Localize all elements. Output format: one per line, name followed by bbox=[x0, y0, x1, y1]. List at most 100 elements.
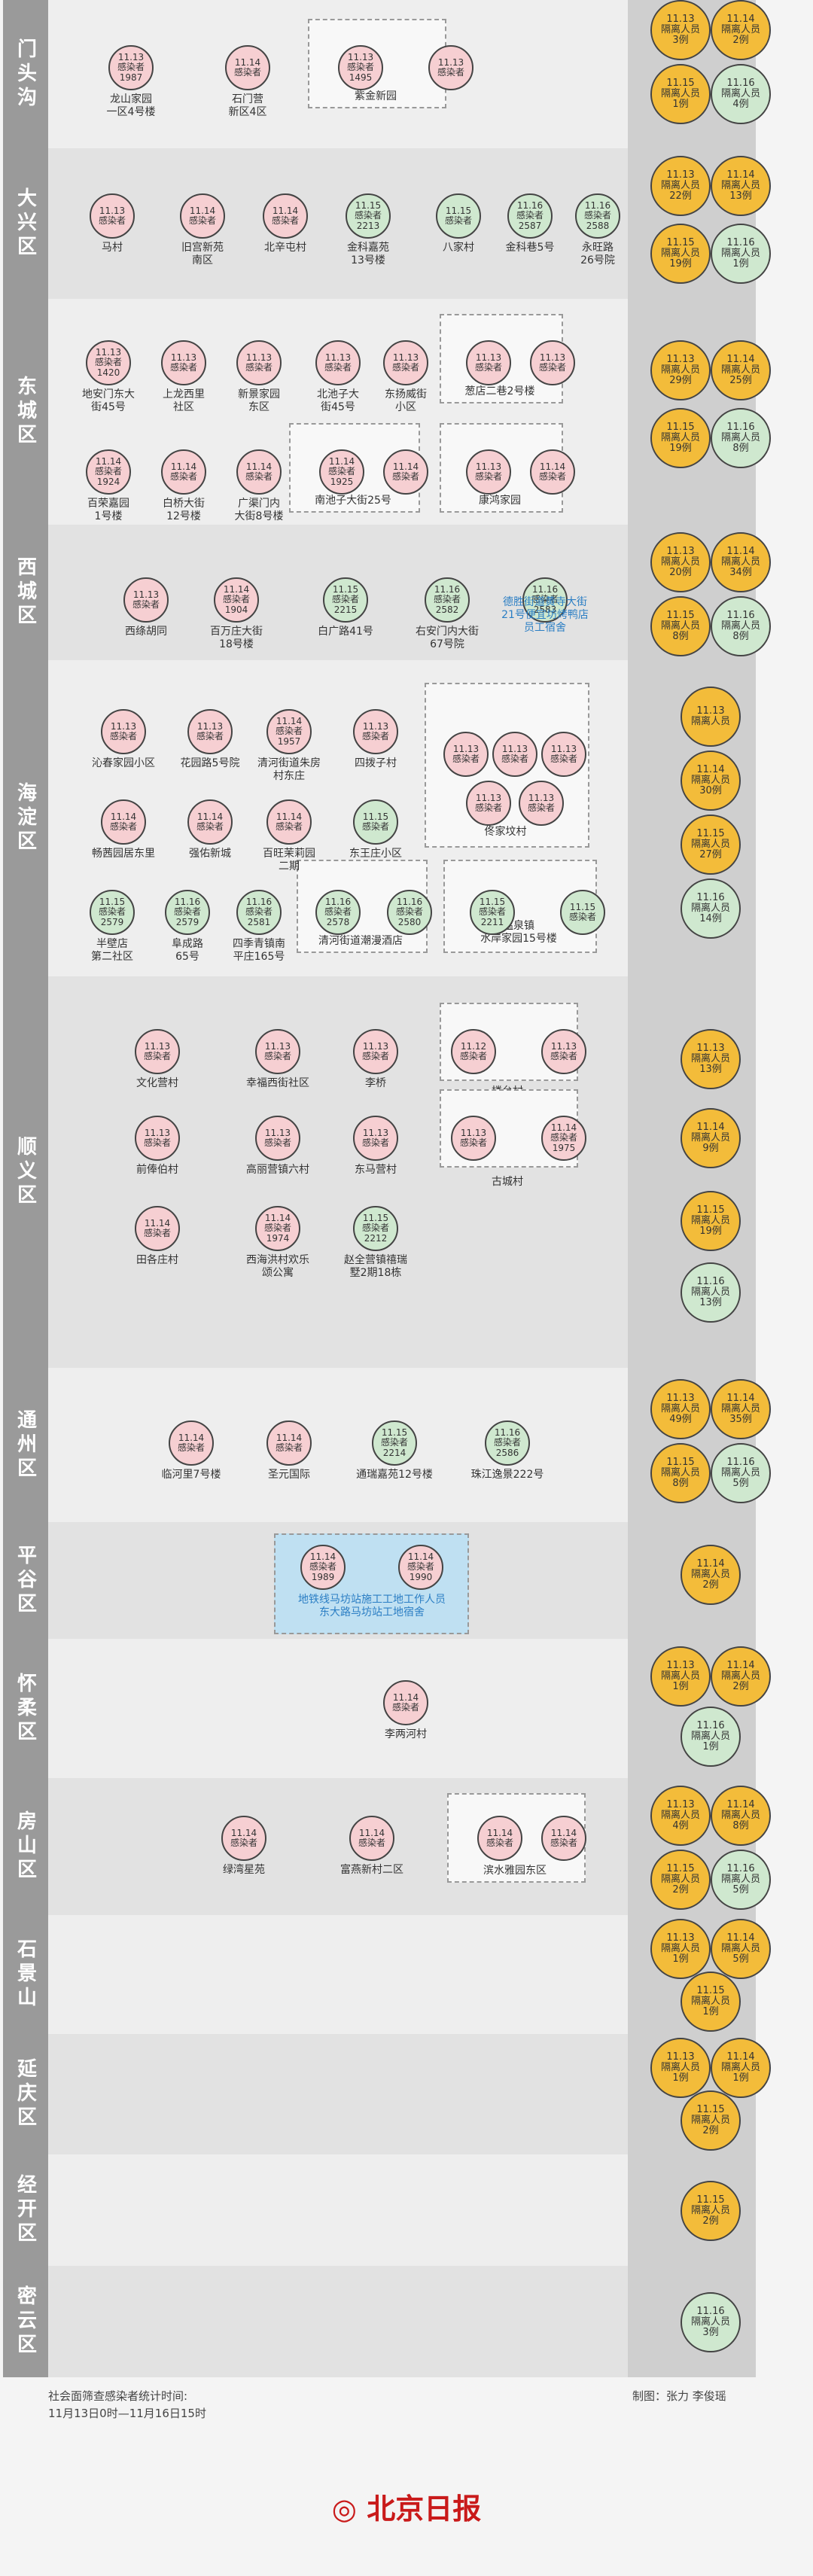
stat-date: 11.16 bbox=[726, 609, 755, 621]
case-id: 1904 bbox=[224, 604, 248, 615]
district-band-bg bbox=[48, 2266, 628, 2377]
infection-case: 11.14 感染者 bbox=[349, 1816, 394, 1861]
epidemic-board: 门头沟 紫金新园 11.13 感染者 1987 龙山家园 一区4号楼 11.14 感染者 石门营新… bbox=[3, 0, 771, 2377]
district-band: 东城区 葱店二巷2号楼 南池子大街25号 康鸿家园 11.13 感染者 1420 地安门东大街… bbox=[14, 299, 771, 525]
infection-case: 11.14 感染者 bbox=[541, 1816, 586, 1861]
stat-type: 隔离人员 bbox=[660, 23, 700, 35]
stat-date: 11.13 bbox=[666, 1659, 695, 1671]
case-type: 感染者 bbox=[271, 215, 299, 226]
case-date: 11.13 bbox=[196, 720, 224, 732]
infection-case: 11.14 感染者 bbox=[266, 1420, 312, 1466]
case-date: 11.14 bbox=[407, 1551, 434, 1563]
district-label: 门头沟 bbox=[3, 0, 48, 148]
infection-case: 11.15 感染者 bbox=[560, 890, 605, 935]
infection-case: 11.13 感染者 bbox=[541, 1029, 586, 1074]
stat-date: 11.14 bbox=[726, 169, 755, 181]
case-type: 感染者 bbox=[380, 1437, 408, 1448]
stat-date: 11.16 bbox=[726, 1456, 755, 1468]
case-location-label: 金科嘉苑 13号楼 bbox=[347, 242, 389, 266]
case-location-label: 西绦胡同 bbox=[125, 626, 167, 638]
infection-case: 11.14 感染者 1925 bbox=[319, 449, 364, 495]
stat-type: 隔离人员 bbox=[720, 179, 760, 191]
case-id: 2586 bbox=[495, 1447, 519, 1458]
isolation-stat: 11.15 隔离人员 27例 bbox=[681, 815, 741, 875]
case-date: 11.15 bbox=[479, 897, 506, 908]
district-label: 延庆区 bbox=[3, 2034, 48, 2154]
case-location-label: 新景家园 东区 bbox=[238, 388, 280, 413]
district-name: 石景山 bbox=[14, 1938, 37, 2011]
infection-case: 11.16 感染者 2581 bbox=[236, 890, 282, 935]
case-date: 11.14 bbox=[245, 461, 273, 472]
case-date: 11.14 bbox=[234, 56, 261, 68]
case-date: 11.14 bbox=[486, 1827, 513, 1838]
stat-count: 9例 bbox=[702, 1143, 719, 1155]
case-date: 11.16 bbox=[245, 897, 273, 908]
stat-type: 隔离人员 bbox=[690, 1214, 730, 1226]
case-type: 感染者 bbox=[474, 471, 502, 482]
case-date: 11.15 bbox=[362, 811, 389, 822]
isolation-stat: 11.15 隔离人员 2例 bbox=[681, 2090, 741, 2151]
case-location-label: 半壁店 第二社区 bbox=[91, 938, 133, 963]
isolation-stat: 11.13 隔离人员 1例 bbox=[650, 1646, 711, 1707]
infection-case: 11.16 感染者 2586 bbox=[485, 1420, 530, 1466]
case-type: 感染者 bbox=[361, 821, 389, 832]
infection-case: 11.14 感染者 bbox=[225, 45, 270, 90]
isolation-stat: 11.15 隔离人员 19例 bbox=[650, 224, 711, 284]
case-location-label: 花园路5号院 bbox=[180, 757, 240, 769]
stat-date: 11.15 bbox=[696, 1984, 725, 1996]
infection-case: 11.14 感染者 bbox=[161, 449, 206, 495]
case-location-label: 上龙西里 社区 bbox=[163, 388, 205, 413]
infection-case: 11.14 感染者 bbox=[101, 799, 146, 845]
infection-case: 11.13 感染者 bbox=[187, 709, 233, 754]
isolation-stat: 11.15 隔离人员 8例 bbox=[650, 596, 711, 656]
group-location-label: 佟家坟村 bbox=[484, 826, 527, 838]
infection-case: 11.16 感染者 2588 bbox=[575, 193, 620, 239]
district-label: 怀柔区 bbox=[3, 1639, 48, 1778]
case-date: 11.14 bbox=[276, 811, 303, 822]
infection-case: 11.15 感染者 2213 bbox=[346, 193, 391, 239]
case-type: 感染者 bbox=[94, 357, 122, 368]
case-type: 感染者 bbox=[538, 362, 566, 373]
stat-type: 隔离人员 bbox=[690, 2316, 730, 2328]
stat-date: 11.15 bbox=[696, 2194, 725, 2206]
district-band: 怀柔区 11.14 感染者 李两河村 11.13 隔离人员 1例 11.14 隔离人员 2例 11.… bbox=[14, 1639, 771, 1778]
isolation-stat: 11.15 隔离人员 1例 bbox=[681, 1972, 741, 2032]
stat-date: 11.16 bbox=[726, 236, 755, 248]
case-location-label: 白广路41号 bbox=[318, 626, 373, 638]
case-id: 2579 bbox=[100, 916, 124, 927]
infection-case: 11.14 感染者 bbox=[477, 1816, 522, 1861]
case-type: 感染者 bbox=[169, 362, 197, 373]
case-type: 感染者 bbox=[331, 594, 359, 605]
stat-type: 隔离人员 bbox=[720, 1670, 760, 1682]
stat-date: 11.16 bbox=[726, 77, 755, 89]
stat-type: 隔离人员 bbox=[660, 179, 700, 191]
case-id: 1974 bbox=[266, 1232, 290, 1244]
infection-case: 11.13 感染者 bbox=[123, 577, 169, 623]
stat-count: 3例 bbox=[702, 2327, 719, 2339]
case-location-label: 马村 bbox=[102, 242, 123, 254]
infection-case: 11.16 感染者 2580 bbox=[387, 890, 432, 935]
case-date: 11.13 bbox=[144, 1040, 171, 1052]
case-location-label: 八家村 bbox=[443, 242, 474, 254]
stat-count: 1例 bbox=[702, 1741, 719, 1753]
stat-type: 隔离人员 bbox=[660, 2061, 700, 2073]
stat-count: 1例 bbox=[672, 1681, 689, 1693]
case-date: 11.16 bbox=[494, 1427, 521, 1439]
district-name: 经开区 bbox=[14, 2174, 37, 2246]
stat-type: 隔离人员 bbox=[660, 620, 700, 632]
stat-count: 13例 bbox=[699, 1297, 722, 1309]
stat-count: 1例 bbox=[672, 2072, 689, 2084]
infection-case: 11.13 感染者 bbox=[492, 732, 537, 777]
district-band: 延庆区 11.13 隔离人员 1例 11.14 隔离人员 1例 11.15 隔离人员 2例 bbox=[14, 2034, 771, 2154]
district-name: 密云区 bbox=[14, 2285, 37, 2358]
stat-type: 隔离人员 bbox=[660, 1402, 700, 1414]
infection-case: 11.13 感染者 bbox=[101, 709, 146, 754]
isolation-stat: 11.16 隔离人员 3例 bbox=[681, 2292, 741, 2352]
stat-type: 隔离人员 bbox=[720, 431, 760, 443]
isolation-stat: 11.16 隔离人员 5例 bbox=[711, 1850, 771, 1910]
case-date: 11.15 bbox=[445, 205, 472, 216]
infection-case: 11.14 感染者 1924 bbox=[86, 449, 131, 495]
stat-date: 11.15 bbox=[696, 2103, 725, 2115]
stat-type: 隔离人员 bbox=[720, 1873, 760, 1885]
case-date: 11.15 bbox=[355, 200, 382, 212]
